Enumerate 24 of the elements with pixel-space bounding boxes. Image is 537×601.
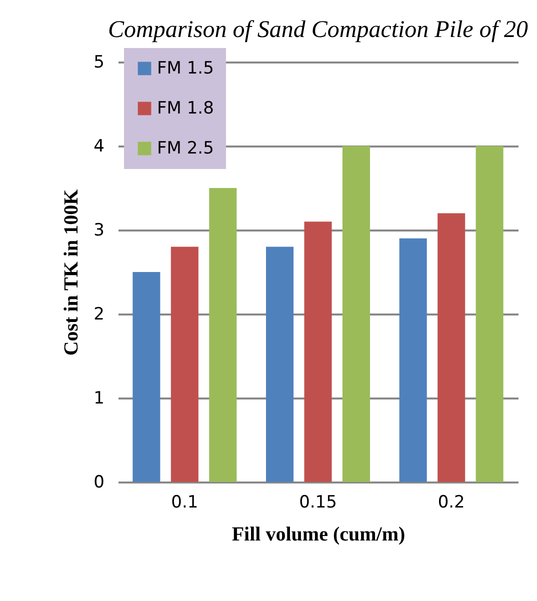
bar bbox=[304, 222, 332, 482]
bar bbox=[266, 246, 294, 482]
x-axis-title: Fill volume (cum/m) bbox=[232, 524, 406, 546]
bar bbox=[399, 238, 427, 482]
chart-title: Comparison of Sand Compaction Pile of 20 bbox=[108, 17, 528, 43]
legend-label: FM 2.5 bbox=[157, 138, 214, 158]
y-tick-label: 3 bbox=[94, 220, 104, 240]
legend-label: FM 1.8 bbox=[157, 98, 214, 118]
x-tick-label: 0.1 bbox=[171, 492, 198, 512]
bar bbox=[209, 188, 237, 482]
x-tick-label: 0.15 bbox=[299, 492, 337, 512]
bar bbox=[170, 246, 198, 482]
legend-label: FM 1.5 bbox=[157, 58, 214, 78]
y-axis-title: Cost in TK in 100K bbox=[60, 188, 83, 356]
y-tick-label: 2 bbox=[94, 304, 104, 324]
y-tick-label: 4 bbox=[94, 136, 104, 156]
y-tick-label: 5 bbox=[94, 52, 104, 72]
y-tick-label: 0 bbox=[94, 472, 104, 492]
bar bbox=[132, 272, 160, 482]
bar bbox=[342, 146, 370, 482]
x-tick-label: 0.2 bbox=[438, 492, 465, 512]
bar bbox=[438, 213, 466, 482]
bar bbox=[476, 146, 504, 482]
y-tick-label: 1 bbox=[94, 388, 104, 408]
